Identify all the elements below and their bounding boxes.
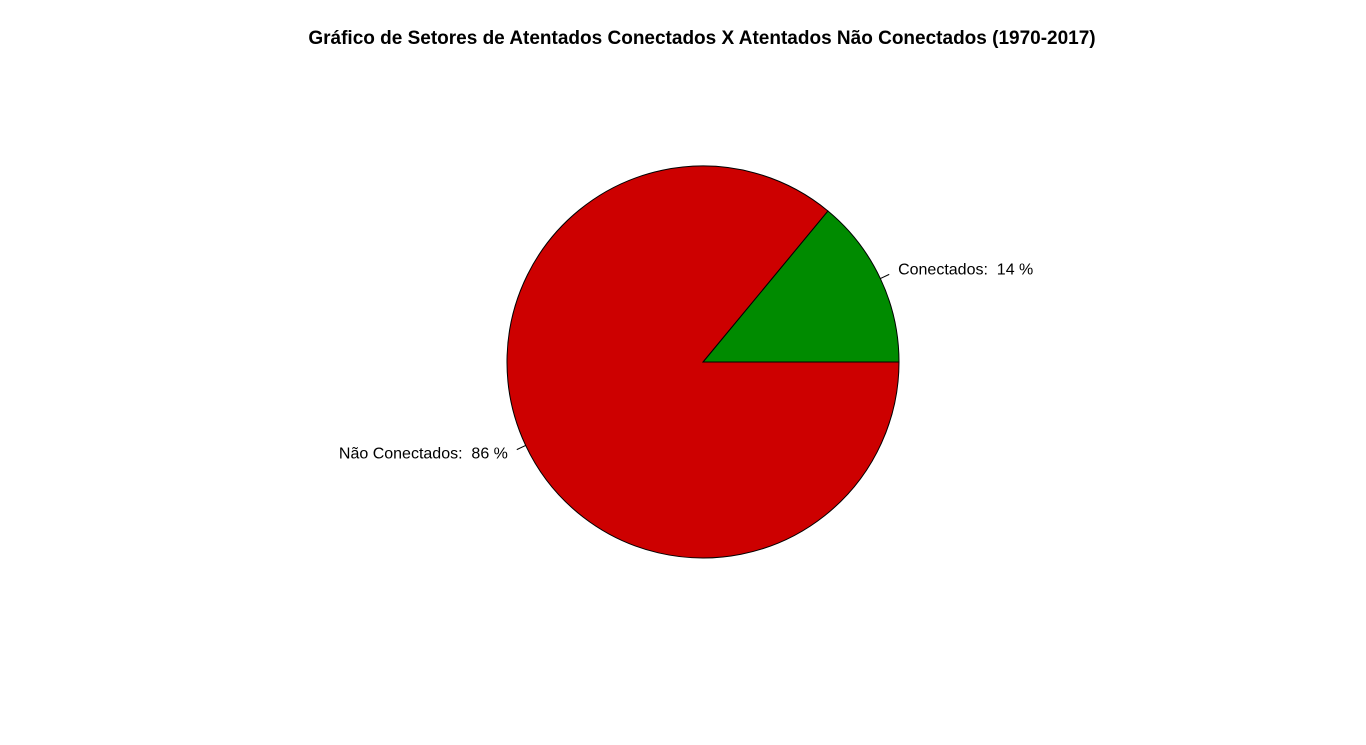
pie-slice-label: Conectados: 14 % bbox=[898, 262, 1033, 279]
pie-slices bbox=[506, 165, 900, 559]
pie-slice-conectados bbox=[701, 210, 900, 363]
pie-labels: Conectados: 14 % Não Conectados: 86 % bbox=[339, 262, 1033, 463]
pie-slice-n-o-conectados bbox=[506, 165, 900, 559]
pie-label-tick bbox=[516, 444, 526, 451]
chart-title: Gráfico de Setores de Atentados Conectad… bbox=[308, 28, 1096, 49]
pie-label-tick bbox=[880, 273, 890, 280]
pie-slice-label: Não Conectados: 86 % bbox=[339, 445, 508, 462]
